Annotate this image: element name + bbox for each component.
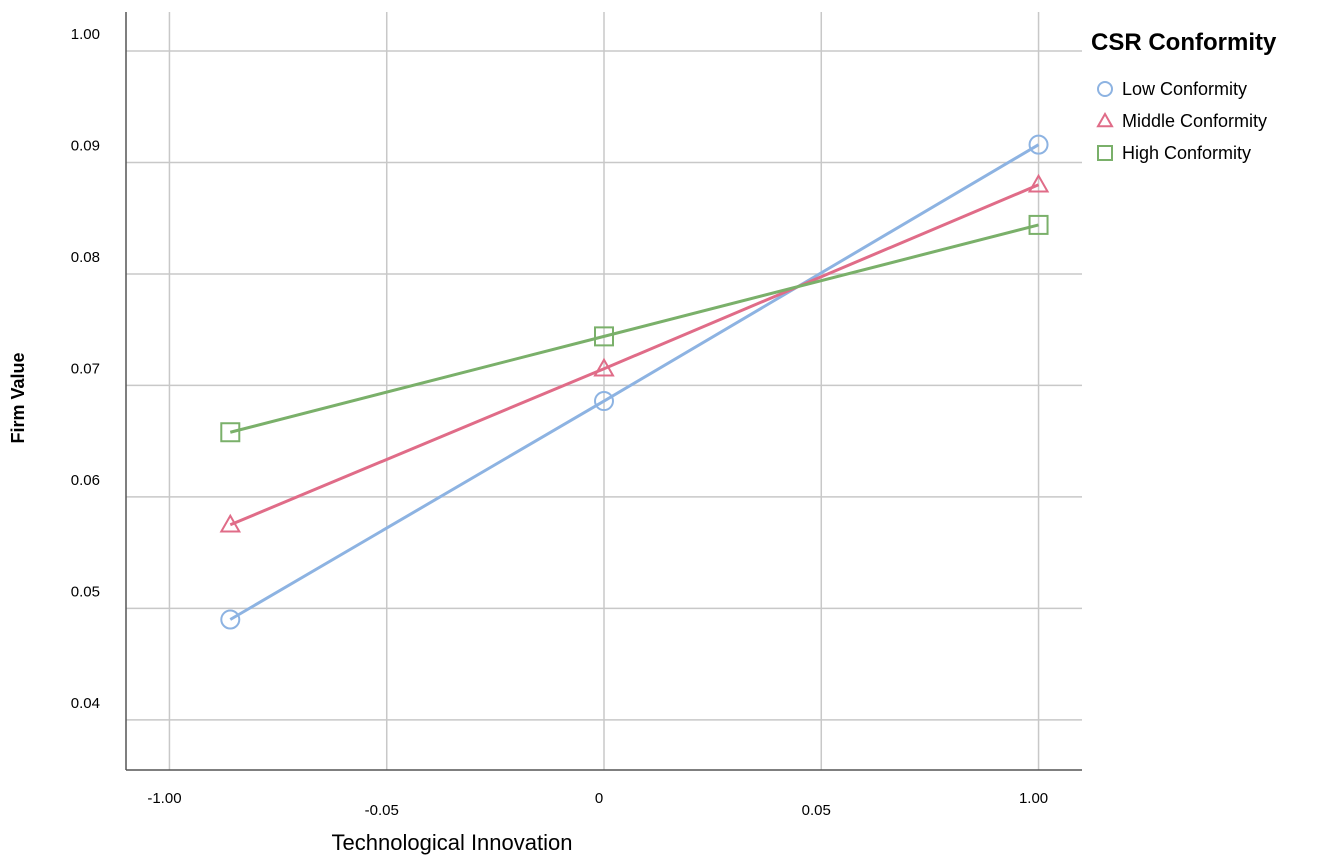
data-point [1027,173,1050,193]
series-1 [219,173,1050,533]
y-tick-label: 1.00 [71,26,100,43]
y-tick-label: 0.09 [71,137,100,154]
legend-label: High Conformity [1122,143,1251,163]
y-tick-labels: 1.00 0.09 0.08 0.07 0.06 0.05 0.04 [71,26,100,712]
x-axis-title: Technological Innovation [332,830,573,855]
data-point [593,357,615,377]
series-2 [220,214,1049,443]
x-tick-label: 0.05 [802,802,831,819]
legend-items: Low Conformity Middle Conformity High Conf… [1096,79,1267,163]
series-line-2 [229,223,1039,434]
y-tick-label: 0.08 [71,249,100,266]
y-tick-label: 0.07 [71,360,100,377]
x-tick-label: -0.05 [365,802,399,819]
x-tick-label: 0 [595,790,603,807]
legend: CSR Conformity Low Conformity Middle Conf… [1091,29,1277,163]
x-tick-label: 1.00 [1019,790,1048,807]
legend-label: Middle Conformity [1122,111,1267,131]
axes [125,12,1082,771]
data-point [594,391,614,412]
legend-title: CSR Conformity [1091,29,1277,56]
data-point [1028,214,1049,235]
legend-item-0: Low Conformity [1097,79,1247,99]
legend-label: Low Conformity [1122,79,1247,99]
grid [126,12,1082,770]
data-point [220,422,241,443]
x-tick-label: -1.00 [147,790,181,807]
series-0 [220,134,1049,630]
data-point [1028,134,1049,155]
legend-marker [1097,145,1113,161]
legend-marker [1097,81,1113,97]
series-line-1 [229,183,1040,527]
y-tick-label: 0.05 [71,583,100,600]
legend-item-1: Middle Conformity [1096,111,1267,131]
series-group [219,134,1050,630]
data-point [219,513,242,533]
y-axis-title: Firm Value [8,352,28,443]
legend-item-2: High Conformity [1097,143,1251,163]
legend-marker [1096,111,1114,128]
series-line-0 [229,143,1040,621]
x-tick-labels: -1.00 -0.05 0 0.05 1.00 [147,790,1048,819]
y-tick-label: 0.06 [71,472,100,489]
y-tick-label: 0.04 [71,695,100,712]
data-point [220,609,241,630]
data-point [594,326,614,347]
